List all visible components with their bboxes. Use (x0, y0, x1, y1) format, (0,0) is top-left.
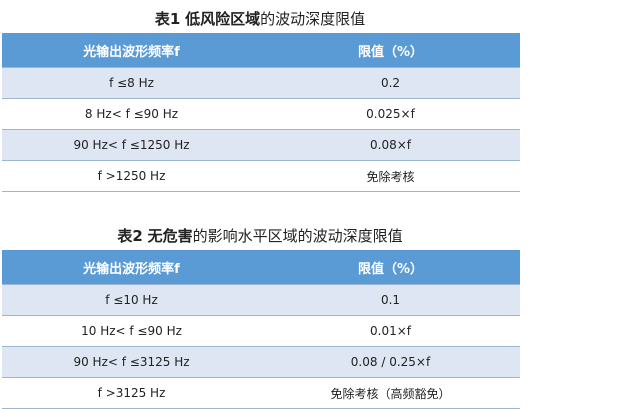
table-row: 8 Hz< f ≤90 Hz 0.025×f (2, 98, 520, 130)
cell: 0.025×f (261, 98, 520, 130)
cell: 0.08 / 0.25×f (261, 346, 520, 378)
cell: 免除考核 (261, 160, 520, 192)
table-row: 90 Hz< f ≤1250 Hz 0.08×f (2, 129, 520, 161)
header-frequency: 光输出波形频率f (2, 250, 261, 285)
table1: 光输出波形频率f 限值（%） f ≤8 Hz 0.2 8 Hz< f ≤90 Hz 0… (2, 33, 520, 192)
table1-title-bold: 低风险区域 (185, 10, 261, 28)
table-row: f ≤10 Hz 0.1 (2, 284, 520, 316)
header-frequency: 光输出波形频率f (2, 33, 261, 68)
cell: 0.01×f (261, 315, 520, 347)
table1-number: 表1 (154, 10, 181, 28)
cell: 90 Hz< f ≤1250 Hz (2, 129, 261, 161)
cell: f >3125 Hz (2, 377, 261, 409)
table-header: 光输出波形频率f 限值（%） (2, 250, 520, 285)
header-limit: 限值（%） (261, 33, 520, 68)
table-row: f ≤8 Hz 0.2 (2, 67, 520, 99)
table1-title: 表1 低风险区域的波动深度限值 (0, 8, 520, 29)
cell: 90 Hz< f ≤3125 Hz (2, 346, 261, 378)
table-header: 光输出波形频率f 限值（%） (2, 33, 520, 68)
cell: 0.1 (261, 284, 520, 316)
cell: 8 Hz< f ≤90 Hz (2, 98, 261, 130)
table2-title-rest: 的影响水平区域的波动深度限值 (192, 227, 403, 245)
cell: 0.08×f (261, 129, 520, 161)
cell: 免除考核（高频豁免） (261, 377, 520, 409)
table1-title-rest: 的波动深度限值 (260, 10, 366, 28)
table2-title-bold: 无危害 (147, 227, 193, 245)
table-row: 10 Hz< f ≤90 Hz 0.01×f (2, 315, 520, 347)
table2: 光输出波形频率f 限值（%） f ≤10 Hz 0.1 10 Hz< f ≤90 H… (2, 250, 520, 409)
header-limit: 限值（%） (261, 250, 520, 285)
table-row: f >1250 Hz 免除考核 (2, 160, 520, 192)
cell: f >1250 Hz (2, 160, 261, 192)
cell: f ≤10 Hz (2, 284, 261, 316)
cell: 0.2 (261, 67, 520, 99)
table-row: 90 Hz< f ≤3125 Hz 0.08 / 0.25×f (2, 346, 520, 378)
cell: f ≤8 Hz (2, 67, 261, 99)
table-row: f >3125 Hz 免除考核（高频豁免） (2, 377, 520, 409)
table2-number: 表2 (117, 227, 143, 245)
table2-title: 表2 无危害的影响水平区域的波动深度限值 (0, 225, 520, 246)
cell: 10 Hz< f ≤90 Hz (2, 315, 261, 347)
